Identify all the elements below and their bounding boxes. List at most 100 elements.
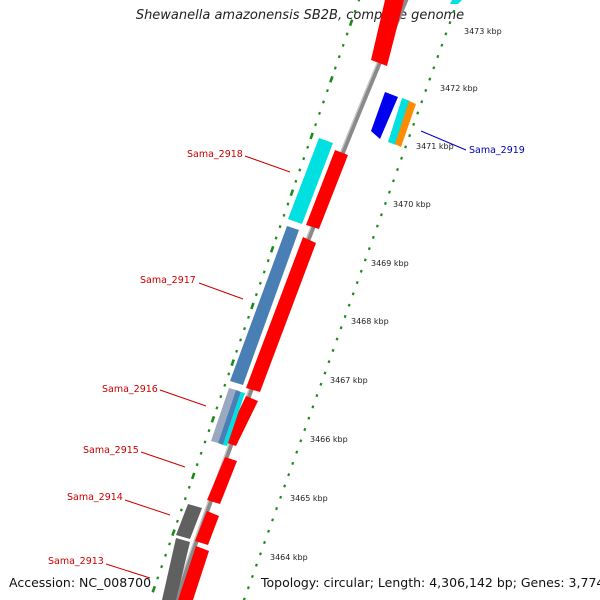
ruler-dot [363, 258, 367, 262]
ruler-dot [302, 157, 306, 161]
ruler-label-3473: 3473 kbp [464, 27, 502, 36]
ruler-dot [278, 225, 282, 229]
ruler-major-tick [348, 19, 354, 27]
ruler-dot [311, 405, 315, 409]
ruler-dot [283, 484, 287, 488]
ruler-dot [322, 100, 325, 104]
cds-arrow-2916-fwd [224, 396, 258, 446]
cds-arrow-blue [371, 92, 398, 139]
ruler-dot [424, 88, 428, 93]
ruler-dot [408, 134, 412, 138]
cds-block-cyan-2919 [388, 98, 410, 145]
gene-label-sama-2915[interactable]: Sama_2915 [83, 445, 139, 456]
ruler-major-tick [329, 75, 334, 83]
ruler-dot [371, 235, 375, 239]
ruler-dot [444, 32, 448, 36]
ruler-dot [436, 54, 440, 59]
ruler-dot [263, 540, 266, 545]
ruler-dot [294, 179, 298, 183]
cds-block-2916-steel [218, 390, 241, 445]
ruler-dot [274, 236, 278, 240]
ruler-dot [183, 497, 187, 501]
ruler-label-3472: 3472 kbp [440, 84, 478, 93]
leader-2913 [105, 563, 151, 579]
gene-label-group: Sama_2918 Sama_2917 Sama_2916 Sama_2915 … [48, 145, 525, 567]
ruler-major-tick [151, 585, 157, 593]
ruler-dot [367, 247, 371, 251]
ruler-dot [351, 292, 355, 296]
ruler-label-3466: 3466 kbp [310, 435, 348, 444]
cds-arrow-2913-fwd [178, 546, 209, 600]
ruler-dot [428, 77, 432, 81]
ruler-dot [343, 314, 347, 319]
ruler-dot [345, 32, 349, 36]
ruler-dot [247, 315, 250, 319]
ruler-dot [243, 327, 246, 331]
gene-label-sama-2918[interactable]: Sama_2918 [187, 149, 243, 160]
ruler-dot [282, 213, 286, 217]
ruler-dot [440, 43, 444, 47]
ruler-label-3464: 3464 kbp [270, 553, 308, 562]
gene-label-sama-2917[interactable]: Sama_2917 [140, 275, 196, 286]
gene-label-sama-2916[interactable]: Sama_2916 [102, 384, 158, 395]
ruler-major-tick [190, 472, 196, 480]
ruler-dot [400, 156, 404, 160]
ruler-dot [215, 406, 219, 410]
ruler-major-tick [171, 529, 176, 537]
ruler-dot [203, 440, 207, 444]
ruler-dot [448, 21, 452, 25]
ruler-dot [416, 111, 420, 115]
cds-block-2916-cyan [223, 392, 245, 446]
gene-label-sama-2913[interactable]: Sama_2913 [48, 556, 104, 567]
ruler-dot [335, 337, 339, 341]
ruler-dot [341, 43, 345, 47]
ruler-dot [339, 326, 343, 330]
topology-text: Topology: circular; Length: 4,306,142 bp… [261, 575, 600, 590]
ruler-dot [315, 393, 319, 398]
cds-block-2917-steel [230, 226, 299, 385]
ruler-major-tick [230, 359, 235, 367]
ruler-dot [262, 270, 266, 274]
gene-features [162, 0, 462, 600]
ruler-dot [319, 382, 323, 386]
ruler-dot [160, 565, 164, 569]
ruler-dot [279, 495, 283, 499]
ruler-dot [318, 111, 321, 115]
ruler-dot [359, 269, 363, 273]
ruler-dot [307, 416, 311, 420]
ruler-dot [258, 552, 262, 556]
ruler-dot [271, 518, 275, 522]
ruler-dot [337, 55, 341, 59]
ruler-dot [396, 167, 400, 172]
ruler-label-3469: 3469 kbp [371, 259, 409, 268]
ruler-dot [295, 450, 299, 454]
ruler-dot [353, 9, 357, 13]
ruler-dot [250, 574, 254, 579]
gene-label-sama-2919[interactable]: Sama_2919 [469, 145, 525, 156]
ruler-dot [227, 372, 231, 376]
ruler-dot [452, 9, 456, 13]
cds-block-2913-gray [162, 538, 190, 600]
cds-arrow-2915-fwd [207, 457, 237, 504]
leader-2917 [198, 282, 244, 300]
ruler-dot [383, 201, 387, 206]
cds-block-2914-gray [176, 504, 202, 539]
ruler-dot [303, 427, 307, 432]
cds-arrow-2917-fwd [246, 237, 316, 392]
ruler-dot [412, 122, 416, 126]
ruler-dot [314, 123, 318, 127]
cds-block-2916-light [211, 388, 236, 443]
ruler-dot [156, 576, 160, 580]
leader-2918 [244, 155, 291, 173]
gene-label-sama-2914[interactable]: Sama_2914 [67, 492, 123, 503]
ruler-major-tick [210, 415, 216, 423]
leader-2916 [159, 389, 207, 407]
ruler-dot [195, 463, 199, 467]
ruler-dot [175, 519, 179, 523]
ruler-dot [331, 348, 335, 352]
cds-arrow-2918-fwd [306, 150, 348, 229]
ruler-label-3465: 3465 kbp [290, 494, 328, 503]
ruler-dot [275, 507, 279, 511]
ruler-label-3468: 3468 kbp [351, 317, 389, 326]
